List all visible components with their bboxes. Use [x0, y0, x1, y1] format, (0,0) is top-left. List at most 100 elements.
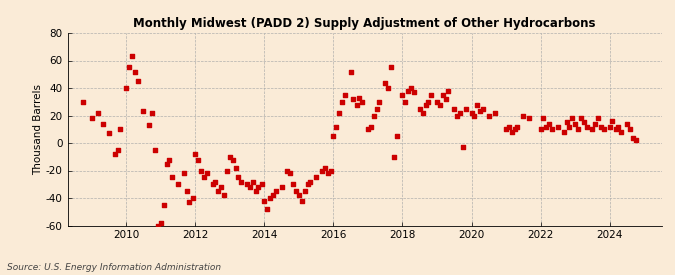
- Point: [581, 124, 592, 129]
- Point: [392, 134, 402, 138]
- Point: [132, 79, 143, 83]
- Point: [400, 100, 410, 104]
- Point: [319, 166, 330, 170]
- Point: [253, 185, 264, 189]
- Point: [250, 189, 261, 193]
- Point: [348, 97, 359, 101]
- Point: [558, 130, 569, 134]
- Point: [216, 185, 227, 189]
- Point: [262, 207, 273, 211]
- Point: [576, 116, 587, 120]
- Point: [115, 127, 126, 131]
- Point: [385, 65, 396, 70]
- Point: [572, 127, 583, 131]
- Point: [421, 102, 431, 107]
- Point: [190, 152, 200, 156]
- Point: [322, 171, 333, 175]
- Point: [610, 127, 621, 131]
- Point: [299, 189, 310, 193]
- Point: [138, 109, 149, 114]
- Point: [196, 168, 207, 173]
- Point: [161, 161, 172, 166]
- Point: [435, 102, 446, 107]
- Point: [403, 89, 414, 93]
- Point: [628, 135, 639, 140]
- Point: [103, 131, 114, 136]
- Point: [489, 111, 500, 115]
- Point: [541, 124, 552, 129]
- Point: [144, 123, 155, 127]
- Point: [317, 168, 327, 173]
- Point: [248, 179, 259, 184]
- Point: [288, 182, 298, 186]
- Point: [518, 113, 529, 118]
- Point: [452, 113, 462, 118]
- Point: [271, 189, 281, 193]
- Point: [506, 130, 517, 134]
- Point: [158, 203, 169, 207]
- Point: [587, 127, 598, 131]
- Point: [547, 127, 558, 131]
- Point: [578, 120, 589, 125]
- Point: [294, 193, 304, 197]
- Point: [227, 157, 238, 162]
- Point: [244, 185, 255, 189]
- Point: [242, 182, 252, 186]
- Point: [408, 90, 419, 94]
- Point: [184, 200, 195, 204]
- Point: [561, 120, 572, 125]
- Point: [325, 168, 336, 173]
- Point: [167, 175, 178, 180]
- Point: [124, 65, 134, 70]
- Point: [599, 127, 610, 131]
- Point: [187, 196, 198, 200]
- Point: [374, 100, 385, 104]
- Point: [296, 199, 307, 203]
- Point: [256, 182, 267, 186]
- Point: [236, 179, 246, 184]
- Point: [544, 122, 555, 126]
- Point: [354, 95, 364, 100]
- Point: [112, 148, 123, 152]
- Point: [437, 93, 448, 97]
- Point: [567, 116, 578, 120]
- Point: [98, 122, 109, 126]
- Point: [504, 124, 514, 129]
- Point: [406, 86, 416, 90]
- Point: [604, 124, 615, 129]
- Point: [334, 111, 345, 115]
- Point: [440, 97, 451, 101]
- Point: [362, 127, 373, 131]
- Point: [483, 113, 494, 118]
- Point: [267, 193, 278, 197]
- Point: [213, 189, 224, 193]
- Point: [351, 102, 362, 107]
- Point: [182, 189, 192, 193]
- Point: [178, 171, 189, 175]
- Point: [622, 122, 632, 126]
- Point: [121, 86, 132, 90]
- Point: [207, 182, 218, 186]
- Point: [149, 148, 160, 152]
- Point: [201, 171, 212, 175]
- Point: [337, 100, 348, 104]
- Point: [78, 100, 88, 104]
- Point: [291, 189, 302, 193]
- Point: [423, 100, 434, 104]
- Point: [458, 145, 468, 149]
- Point: [613, 124, 624, 129]
- Y-axis label: Thousand Barrels: Thousand Barrels: [33, 84, 43, 175]
- Point: [397, 93, 408, 97]
- Point: [553, 124, 564, 129]
- Point: [224, 155, 235, 159]
- Point: [221, 168, 232, 173]
- Point: [383, 86, 394, 90]
- Point: [477, 106, 488, 111]
- Point: [426, 93, 437, 97]
- Point: [86, 116, 97, 120]
- Point: [624, 127, 635, 131]
- Point: [538, 116, 549, 120]
- Point: [501, 127, 512, 131]
- Point: [302, 182, 313, 186]
- Point: [282, 168, 293, 173]
